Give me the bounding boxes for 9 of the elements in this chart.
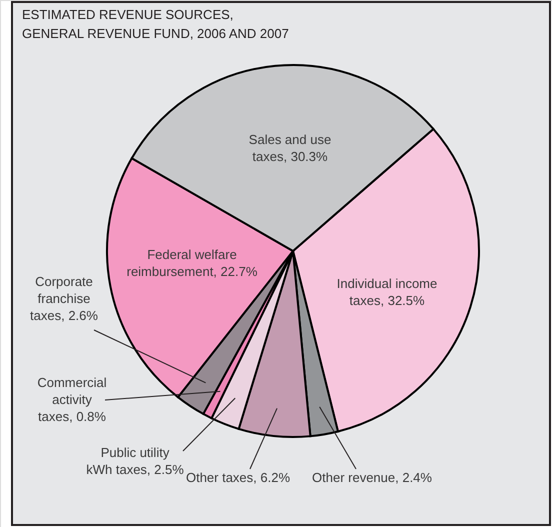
- slice-label: Commercial activity taxes, 0.8%: [37, 375, 107, 424]
- slice-label: Public utility kWh taxes, 2.5%: [86, 445, 184, 477]
- slice-label: Federal welfare reimbursement, 22.7%: [126, 247, 258, 279]
- slice-label: Corporate franchise taxes, 2.6%: [30, 274, 98, 323]
- chart-title: ESTIMATED REVENUE SOURCES, GENERAL REVENUE FUND, 2006 AND 2007: [22, 7, 289, 41]
- slice-label: Other revenue, 2.4%: [312, 470, 432, 485]
- slice-label: Sales and use taxes, 30.3%: [248, 132, 332, 164]
- slice-label: Other taxes, 6.2%: [186, 470, 290, 485]
- slice-label: Individual income taxes, 32.5%: [336, 276, 438, 308]
